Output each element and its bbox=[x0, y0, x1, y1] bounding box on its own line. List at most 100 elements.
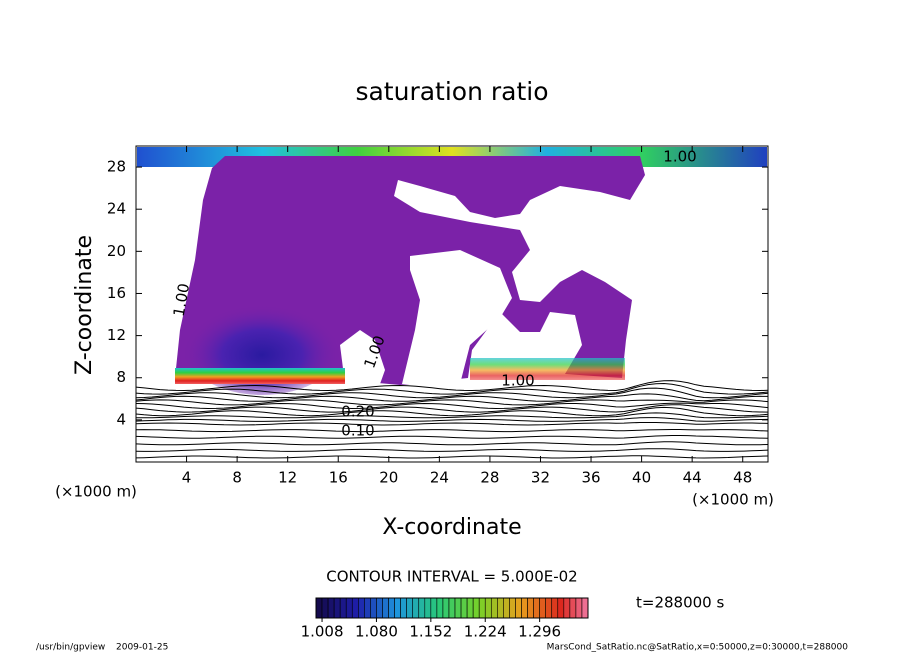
x-tick-label: 40 bbox=[632, 469, 651, 487]
isoline bbox=[135, 404, 769, 413]
colorbar-cell bbox=[484, 597, 492, 619]
colorbar-cell bbox=[315, 597, 323, 619]
colorbar-cell bbox=[327, 597, 335, 619]
y-tick-label: 4 bbox=[116, 410, 126, 428]
colorbar-cell bbox=[563, 597, 571, 619]
chart-title: saturation ratio bbox=[355, 77, 548, 106]
isoline bbox=[135, 417, 769, 422]
y-tick-label: 8 bbox=[116, 368, 126, 386]
colorbar-cell bbox=[490, 597, 498, 619]
contour-label: 1.00 bbox=[501, 372, 534, 390]
colorbar-tick-label: 1.296 bbox=[518, 623, 561, 641]
plot-frame bbox=[135, 145, 769, 463]
colorbar-cell bbox=[527, 597, 534, 619]
y-tick-label: 16 bbox=[107, 284, 126, 302]
colorbar-cell bbox=[557, 597, 565, 619]
x-tick-label: 20 bbox=[379, 469, 398, 487]
x-tick-label: 48 bbox=[733, 469, 752, 487]
colorbar-tick-label: 1.080 bbox=[355, 623, 398, 641]
colorbar-tick-label: 1.152 bbox=[409, 623, 452, 641]
colorbar-cell bbox=[424, 597, 432, 619]
x-tick-label: 12 bbox=[278, 469, 297, 487]
colorbar-cell bbox=[466, 597, 474, 619]
colorbar-cell bbox=[339, 597, 347, 619]
colorbar-frame bbox=[315, 597, 589, 619]
field bbox=[135, 147, 769, 459]
y-unit-label: (×1000 m) bbox=[55, 483, 137, 501]
x-tick-label: 36 bbox=[581, 469, 600, 487]
isoline bbox=[135, 435, 769, 439]
colorbar-cell bbox=[333, 597, 341, 619]
x-axis-label: X-coordinate bbox=[382, 515, 521, 540]
isoline bbox=[135, 422, 769, 426]
footer-date: 2009-01-25 bbox=[116, 643, 168, 653]
isoline bbox=[135, 429, 769, 433]
colorbar-cell bbox=[370, 597, 377, 619]
isoline bbox=[135, 387, 769, 399]
x-tick-label: 24 bbox=[430, 469, 449, 487]
y-tick-label: 24 bbox=[107, 200, 126, 218]
colorbar-cell bbox=[345, 597, 353, 619]
colorbar-cell bbox=[364, 597, 371, 619]
x-unit-label: (×1000 m) bbox=[692, 491, 774, 509]
colorbar-cell bbox=[412, 597, 420, 619]
contour-label: 1.00 bbox=[663, 148, 696, 166]
colorbar-cell bbox=[503, 597, 510, 619]
x-tick-label: 16 bbox=[329, 469, 348, 487]
colorbar-cell bbox=[533, 597, 540, 619]
colorbar-cell bbox=[376, 597, 383, 619]
colorbar-cell bbox=[418, 597, 426, 619]
isoline bbox=[136, 412, 769, 419]
colorbar-cell bbox=[358, 597, 365, 619]
colorbar-cell bbox=[521, 597, 528, 619]
colorbar-cell bbox=[575, 597, 583, 619]
x-tick-label: 32 bbox=[531, 469, 550, 487]
colorbar-cell bbox=[509, 597, 516, 619]
colorbar-cell bbox=[515, 597, 522, 619]
colorbar-cell bbox=[551, 597, 559, 619]
y-tick-label: 20 bbox=[107, 242, 126, 260]
colorbar-cell bbox=[400, 597, 407, 619]
footer-program: /usr/bin/gpview bbox=[36, 643, 105, 653]
colorbar-cell bbox=[545, 597, 553, 619]
isoline bbox=[135, 441, 769, 446]
colorbar-cell bbox=[430, 597, 438, 619]
colorbar-cell bbox=[539, 597, 546, 619]
y-axis-label: Z-coordinate bbox=[72, 235, 97, 375]
isoline bbox=[135, 399, 769, 406]
isoline bbox=[135, 455, 769, 459]
colorbar-tick-label: 1.224 bbox=[464, 623, 507, 641]
hot-band bbox=[470, 358, 625, 380]
colorbar-cell bbox=[406, 597, 414, 619]
time-label: t=288000 s bbox=[636, 594, 724, 612]
x-tick-label: 44 bbox=[683, 469, 702, 487]
gap bbox=[340, 330, 385, 384]
isoline bbox=[135, 380, 769, 392]
gap bbox=[402, 250, 512, 384]
colorbar-cell bbox=[388, 597, 395, 619]
colorbar-cell bbox=[478, 597, 486, 619]
colorbar-cell bbox=[394, 597, 401, 619]
contour-label: 1.00 bbox=[170, 282, 194, 318]
contour-interval: CONTOUR INTERVAL = 5.000E-02 bbox=[326, 568, 577, 586]
colorbar-cell bbox=[448, 597, 456, 619]
x-tick-label: 28 bbox=[480, 469, 499, 487]
y-tick-label: 28 bbox=[107, 158, 126, 176]
colorbar-tick-label: 1.008 bbox=[301, 623, 344, 641]
x-tick-label: 4 bbox=[182, 469, 192, 487]
isoline bbox=[135, 393, 769, 402]
footer-source: MarsCond_SatRatio.nc@SatRatio,x=0:50000,… bbox=[547, 643, 849, 653]
hot-band bbox=[175, 368, 345, 384]
colorbar-cell bbox=[569, 597, 577, 619]
colorbar-cell bbox=[321, 597, 329, 619]
colorbar-cell bbox=[382, 597, 389, 619]
colorbar-cell bbox=[351, 597, 359, 619]
colorbar-cell bbox=[460, 597, 468, 619]
contour-label: 0.10 bbox=[341, 422, 374, 440]
isoline bbox=[135, 448, 769, 452]
colorbar-cell bbox=[472, 597, 480, 619]
contour-label: 0.20 bbox=[341, 403, 374, 421]
colorbar-cell bbox=[442, 597, 450, 619]
colorbar-cell bbox=[581, 597, 589, 619]
